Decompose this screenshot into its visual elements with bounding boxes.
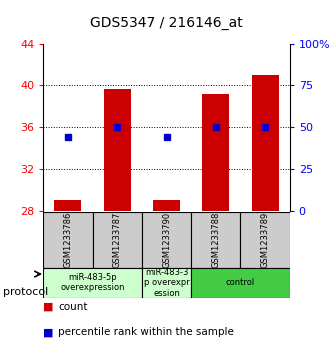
Bar <box>191 268 290 298</box>
Bar <box>240 212 290 268</box>
Text: miR-483-3
p overexpr
ession: miR-483-3 p overexpr ession <box>144 268 189 298</box>
Text: miR-483-5p
overexpression: miR-483-5p overexpression <box>60 273 125 293</box>
Text: count: count <box>58 302 88 312</box>
Bar <box>43 212 93 268</box>
Bar <box>202 94 229 211</box>
Bar <box>104 89 131 211</box>
Bar <box>54 200 82 211</box>
Bar <box>142 212 191 268</box>
Text: GSM1233790: GSM1233790 <box>162 212 171 268</box>
Bar <box>142 268 191 298</box>
Bar <box>251 75 279 211</box>
Text: GSM1233789: GSM1233789 <box>260 212 270 268</box>
Text: GSM1233787: GSM1233787 <box>113 212 122 268</box>
Bar <box>191 212 240 268</box>
Text: GDS5347 / 216146_at: GDS5347 / 216146_at <box>90 16 243 30</box>
Text: GSM1233786: GSM1233786 <box>63 212 73 268</box>
Bar <box>153 200 180 211</box>
Text: control: control <box>226 278 255 287</box>
Text: GSM1233788: GSM1233788 <box>211 212 220 268</box>
Text: ■: ■ <box>43 302 54 312</box>
Bar <box>43 268 142 298</box>
Text: protocol: protocol <box>3 287 49 297</box>
Text: percentile rank within the sample: percentile rank within the sample <box>58 327 234 337</box>
Text: ■: ■ <box>43 327 54 337</box>
Bar <box>93 212 142 268</box>
